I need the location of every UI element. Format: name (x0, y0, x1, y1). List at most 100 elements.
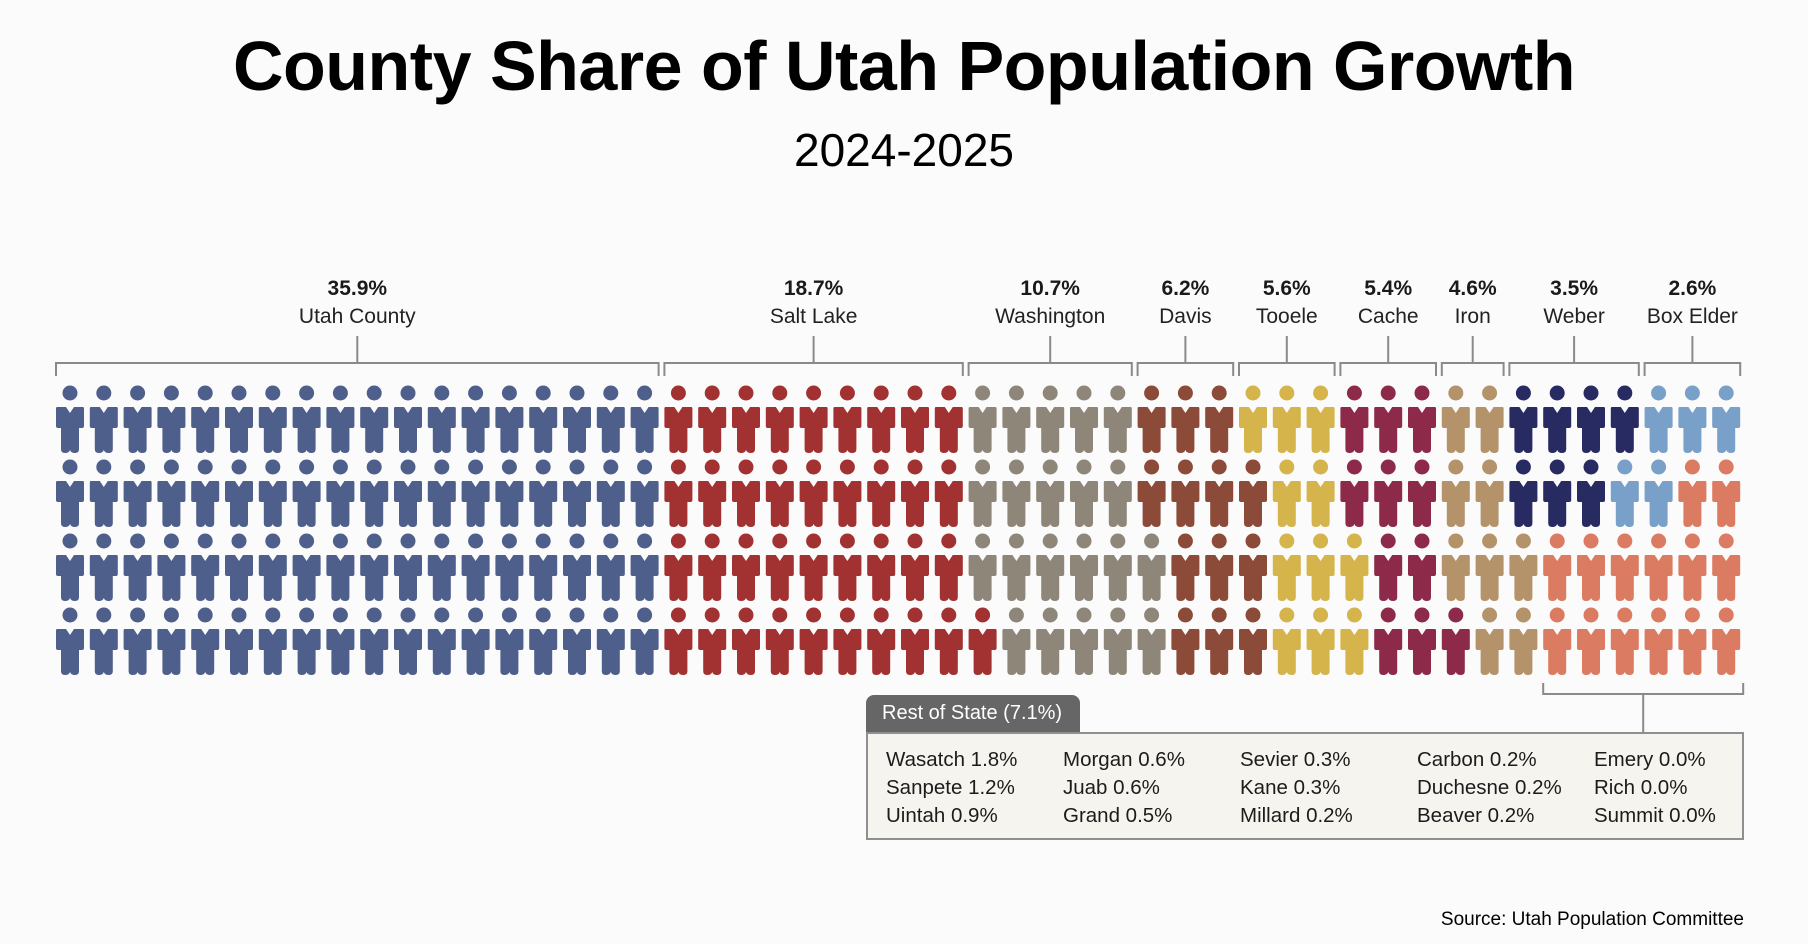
person-icon (258, 607, 287, 675)
person-icon-head (535, 459, 551, 475)
person-icon (225, 385, 253, 453)
person-icon-head (197, 459, 213, 475)
person-icon-head (738, 459, 754, 475)
chart-subtitle: 2024-2025 (794, 124, 1014, 176)
person-icon (596, 533, 625, 601)
person-icon-head (1448, 459, 1464, 475)
person-icon-body (1002, 629, 1031, 675)
person-icon-head (366, 385, 382, 401)
label-percent-iron: 4.6% (1449, 277, 1497, 300)
person-icon (191, 607, 220, 675)
rest-of-state-item: Sanpete 1.2% (886, 776, 1015, 799)
person-icon-head (806, 607, 822, 623)
person-icon-body (1137, 555, 1166, 601)
rest-of-state-item: Grand 0.5% (1063, 804, 1173, 827)
person-icon-body (1070, 407, 1098, 453)
person-icon-body (867, 629, 896, 675)
person-icon-body (225, 407, 253, 453)
person-icon-head (1684, 385, 1700, 401)
person-icon-body (1644, 481, 1673, 527)
person-icon (698, 385, 727, 453)
person-icon-body (191, 555, 220, 601)
person-icon (1374, 459, 1403, 527)
person-icon-body (968, 407, 997, 453)
person-icon (698, 607, 727, 675)
person-icon-body (461, 629, 490, 675)
person-icon (867, 385, 896, 453)
person-icon (1036, 385, 1065, 453)
person-icon-head (1684, 607, 1700, 623)
person-icon (732, 607, 760, 675)
person-icon-head (501, 459, 517, 475)
bracket-iron (1440, 336, 1505, 376)
person-icon-body (1340, 407, 1369, 453)
person-icon (1002, 459, 1031, 527)
person-icon-body (394, 555, 422, 601)
person-icon-body (427, 629, 456, 675)
person-icon-head (96, 607, 112, 623)
person-icon (461, 385, 490, 453)
person-icon (664, 459, 693, 527)
person-icon (157, 459, 186, 527)
person-icon-body (1171, 629, 1200, 675)
person-icon (698, 459, 727, 527)
person-icon (1002, 607, 1031, 675)
person-icon-body (563, 407, 591, 453)
person-icon (225, 533, 253, 601)
person-icon-body (191, 481, 220, 527)
person-icon-body (732, 629, 760, 675)
person-icon (89, 607, 118, 675)
person-icon-body (630, 407, 659, 453)
person-icon-head (637, 385, 653, 401)
person-icon-body (934, 481, 963, 527)
rest-of-state-item: Wasatch 1.8% (886, 748, 1018, 771)
person-icon-head (1583, 533, 1599, 549)
person-icon-body (1272, 407, 1301, 453)
person-icon (123, 533, 152, 601)
person-icon (1577, 385, 1605, 453)
person-icon-body (1712, 555, 1741, 601)
person-icon-head (1076, 607, 1092, 623)
person-icon (833, 385, 862, 453)
person-icon-body (360, 555, 389, 601)
person-icon (56, 607, 84, 675)
person-icon-body (360, 407, 389, 453)
person-icon-head (1448, 385, 1464, 401)
person-icon-head (1617, 385, 1633, 401)
person-icon-body (1205, 481, 1234, 527)
rest-of-state-item: Rich 0.0% (1594, 776, 1688, 799)
label-name-utah-county: Utah County (299, 305, 416, 328)
person-icon-body (89, 407, 118, 453)
person-icon (765, 533, 794, 601)
person-icon-head (839, 533, 855, 549)
label-name-box-elder: Box Elder (1647, 305, 1738, 328)
person-icon (427, 385, 456, 453)
person-icon-head (1245, 533, 1261, 549)
person-icon-body (968, 555, 997, 601)
person-icon-body (732, 481, 760, 527)
person-icon (867, 533, 896, 601)
person-icon-body (1036, 629, 1065, 675)
person-icon-head (670, 385, 686, 401)
person-icon-head (806, 533, 822, 549)
person-icon-head (197, 533, 213, 549)
person-icon-body (529, 555, 558, 601)
source-note: Source: Utah Population Committee (1440, 909, 1744, 930)
person-icon-body (596, 629, 625, 675)
person-icon (1644, 607, 1673, 675)
person-icon-body (1441, 629, 1470, 675)
person-icon-head (400, 385, 416, 401)
person-icon-body (799, 481, 828, 527)
person-icon-body (901, 555, 929, 601)
person-icon (765, 459, 794, 527)
person-icon-head (299, 459, 315, 475)
person-icon-head (130, 459, 146, 475)
person-icon-head (839, 459, 855, 475)
person-icon (326, 385, 355, 453)
person-icon-body (765, 555, 794, 601)
person-icon-head (637, 459, 653, 475)
person-icon-head (907, 459, 923, 475)
person-icon (1171, 533, 1200, 601)
person-icon (630, 459, 659, 527)
person-icon-body (765, 481, 794, 527)
